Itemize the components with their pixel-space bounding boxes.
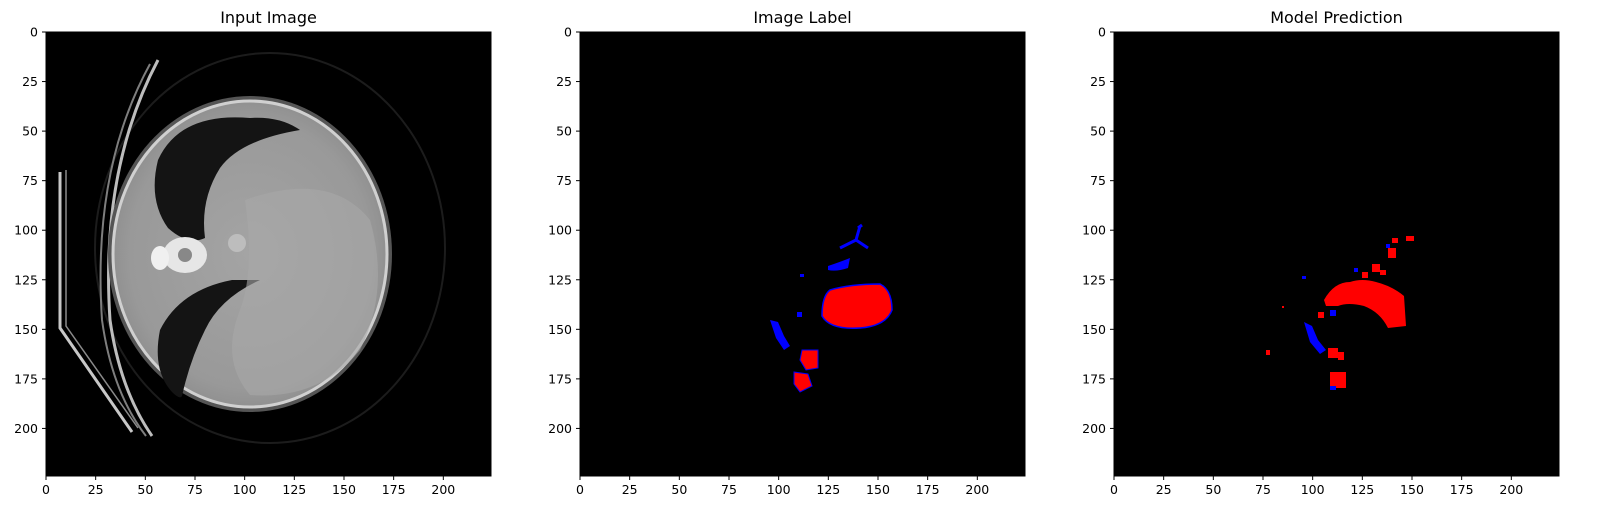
- y-tick-label: 150: [14, 322, 38, 337]
- x-tick-label: 125: [816, 482, 840, 497]
- y-tick-label: 75: [22, 173, 38, 188]
- y-tick-label: 25: [22, 74, 38, 89]
- axes-frame: [1113, 31, 1560, 477]
- x-tick-label: 175: [916, 482, 940, 497]
- x-tick-label: 50: [671, 482, 687, 497]
- y-tick-label: 200: [1082, 421, 1106, 436]
- y-tick-label: 50: [22, 124, 38, 139]
- y-tick-label: 25: [556, 74, 572, 89]
- x-tick-label: 100: [767, 482, 791, 497]
- y-tick-label: 0: [30, 25, 38, 40]
- x-tick-label: 125: [282, 482, 306, 497]
- y-tick-label: 200: [14, 421, 38, 436]
- x-tick-label: 175: [1450, 482, 1474, 497]
- x-tick-label: 25: [1156, 482, 1172, 497]
- y-tick-label: 100: [548, 223, 572, 238]
- x-tick-label: 200: [1499, 482, 1523, 497]
- y-tick-label: 100: [1082, 223, 1106, 238]
- x-tick-label: 75: [1255, 482, 1271, 497]
- x-tick-label: 150: [1400, 482, 1424, 497]
- panel-title: Model Prediction: [1270, 8, 1403, 27]
- x-tick-label: 25: [622, 482, 638, 497]
- x-tick-label: 0: [42, 482, 50, 497]
- y-tick-label: 150: [1082, 322, 1106, 337]
- x-axis: 0 25 50 75 100 125 150 175 200: [42, 476, 455, 497]
- prediction-mask: [1114, 32, 1559, 476]
- y-tick-label: 100: [14, 223, 38, 238]
- panel-image-label: Image Label 0 25 50 75 100 125 150 175 200 0 25 50…: [548, 8, 1026, 497]
- panel-title: Input Image: [220, 8, 317, 27]
- label-mask: [580, 32, 1025, 476]
- x-tick-label: 175: [382, 482, 406, 497]
- x-tick-label: 150: [866, 482, 890, 497]
- y-tick-label: 50: [1090, 124, 1106, 139]
- y-tick-label: 25: [1090, 74, 1106, 89]
- ct-image: [46, 32, 491, 476]
- y-axis: 0 25 50 75 100 125 150 175 200: [1082, 25, 1114, 436]
- x-tick-label: 75: [721, 482, 737, 497]
- y-tick-label: 75: [556, 173, 572, 188]
- x-axis: 0 25 50 75 100 125 150 175 200: [576, 476, 989, 497]
- y-tick-label: 125: [548, 272, 572, 287]
- x-axis: 0 25 50 75 100 125 150 175 200: [1110, 476, 1523, 497]
- y-tick-label: 125: [14, 272, 38, 287]
- y-axis: 0 25 50 75 100 125 150 175 200: [548, 25, 580, 436]
- x-tick-label: 0: [576, 482, 584, 497]
- y-tick-label: 75: [1090, 173, 1106, 188]
- y-tick-label: 0: [1098, 25, 1106, 40]
- x-tick-label: 50: [1205, 482, 1221, 497]
- axes-frame: [579, 31, 1026, 477]
- axes-frame: [45, 31, 492, 477]
- x-tick-label: 75: [187, 482, 203, 497]
- y-tick-label: 50: [556, 124, 572, 139]
- x-tick-label: 200: [965, 482, 989, 497]
- x-tick-label: 125: [1350, 482, 1374, 497]
- x-tick-label: 25: [88, 482, 104, 497]
- y-tick-label: 125: [1082, 272, 1106, 287]
- x-tick-label: 150: [332, 482, 356, 497]
- x-tick-label: 50: [137, 482, 153, 497]
- panel-model-prediction: Model Prediction 0 25 50 75 100: [1082, 8, 1560, 497]
- y-axis: 0 25 50 75 100 125 150 175 200: [14, 25, 46, 436]
- x-tick-label: 0: [1110, 482, 1118, 497]
- panel-title: Image Label: [753, 8, 851, 27]
- x-tick-label: 100: [233, 482, 257, 497]
- panel-input-image: Input Image 0 25 50 75 100 125 150 175 200: [14, 8, 492, 497]
- x-tick-label: 200: [431, 482, 455, 497]
- y-tick-label: 175: [548, 371, 572, 386]
- x-tick-label: 100: [1301, 482, 1325, 497]
- y-tick-label: 150: [548, 322, 572, 337]
- y-tick-label: 0: [564, 25, 572, 40]
- y-tick-label: 175: [14, 371, 38, 386]
- y-tick-label: 175: [1082, 371, 1106, 386]
- y-tick-label: 200: [548, 421, 572, 436]
